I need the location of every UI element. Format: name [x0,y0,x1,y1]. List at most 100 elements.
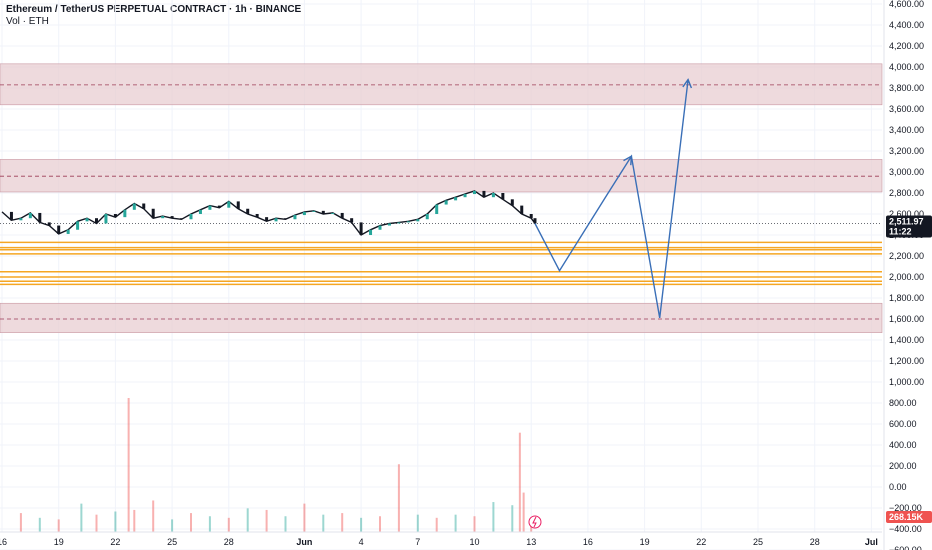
y-tick-label: 1,600.00 [889,314,924,324]
misc [528,515,542,529]
candle [85,218,89,222]
volume-bar [95,514,98,532]
x-tick-label: 4 [359,537,364,547]
candle [170,216,174,219]
x-tick-label: Jul [865,537,878,547]
y-tick-label: −400.00 [889,524,922,534]
volume-bar [152,500,155,532]
candle [454,197,458,201]
candle [510,199,514,206]
volume-bar [227,517,230,532]
price-line [1,190,536,236]
candle [284,218,287,220]
volume-bar [127,398,130,532]
x-tick-label: 22 [696,537,706,547]
y-tick-label: 3,800.00 [889,83,924,93]
x-tick-label: 19 [54,537,64,547]
y-tick-label: 1,400.00 [889,335,924,345]
y-tick-label: −600.00 [889,545,922,550]
candle [265,217,269,222]
candle [444,200,448,205]
y-tick-label: 3,000.00 [889,167,924,177]
candle [151,208,155,219]
volume-bar [341,513,344,532]
volume-bar [114,511,117,532]
y-tick-label: 1,000.00 [889,377,924,387]
volume-tag-value: 268.15K [889,512,924,522]
candle [189,214,193,220]
volume-bar [518,432,521,532]
candle [406,221,410,223]
candle [161,216,165,219]
volume-bars [19,398,533,532]
candle [529,214,533,219]
volume-bar [397,464,400,532]
volume-bar [208,516,211,532]
projection-line [534,79,689,319]
candle [359,222,363,235]
volume-bar [284,516,287,532]
candle [57,225,61,234]
volume-bar [57,519,60,532]
volume-bar [473,516,476,532]
candle [28,212,32,219]
candle [104,214,108,224]
candle [302,211,306,216]
volume-legend[interactable]: Vol · ETH [6,16,49,27]
volume-bar [522,492,525,532]
x-tick-label: 25 [167,537,177,547]
y-tick-label: 2,800.00 [889,188,924,198]
candle [227,201,231,208]
candle [435,204,439,214]
x-tick-label: 10 [469,537,479,547]
x-tick-label: 19 [640,537,650,547]
lightning-bolt [532,516,537,528]
projection-path [534,78,693,319]
candle [350,218,354,223]
lightning-icon [528,515,542,529]
price-axis: 4,600.00 4,400.00 4,200.00 4,000.00 3,800.00… [883,0,924,550]
candle [340,212,344,219]
zone-box [0,302,883,333]
y-tick-label: 4,000.00 [889,62,924,72]
volume-bar [80,503,83,532]
candle [180,218,184,220]
y-tick-label: 0.00 [889,482,907,492]
y-tick-label: 3,400.00 [889,125,924,135]
candle [463,194,467,198]
volume-bar [379,516,381,532]
resistance-support-zones [0,63,883,333]
candle [113,214,117,218]
y-tick-label: 3,200.00 [889,146,924,156]
time-axis: 16 19 22 25 28 Jun 4 7 10 13 16 19 22 25 28 Jul [0,531,882,547]
symbol-title[interactable]: Ethereum / TetherUS PERPETUAL CONTRACT ·… [6,4,302,15]
y-tick-label: 4,200.00 [889,41,924,51]
candle [132,203,136,210]
y-tick-label: 800.00 [889,398,917,408]
y-tick-label: 1,200.00 [889,356,924,366]
volume-bar [265,509,268,532]
y-tick-label: 2,000.00 [889,272,924,282]
volume-bar [322,514,325,532]
y-tick-label: 4,600.00 [889,0,924,9]
candle [397,222,401,224]
candle [255,214,259,218]
candle [217,205,221,208]
candle [378,225,382,230]
candle [123,209,127,218]
price-series [0,190,882,236]
volume-bar [303,503,306,532]
volume-bar [133,509,136,532]
candle [369,229,373,235]
volume-bar [454,514,457,532]
y-tick-label: 400.00 [889,440,917,450]
volume-bar [360,517,363,532]
candle [425,214,429,220]
candle [501,193,505,200]
candle [491,193,495,198]
candle [482,190,486,198]
volume-bar [19,513,22,532]
zone-box [0,63,883,106]
